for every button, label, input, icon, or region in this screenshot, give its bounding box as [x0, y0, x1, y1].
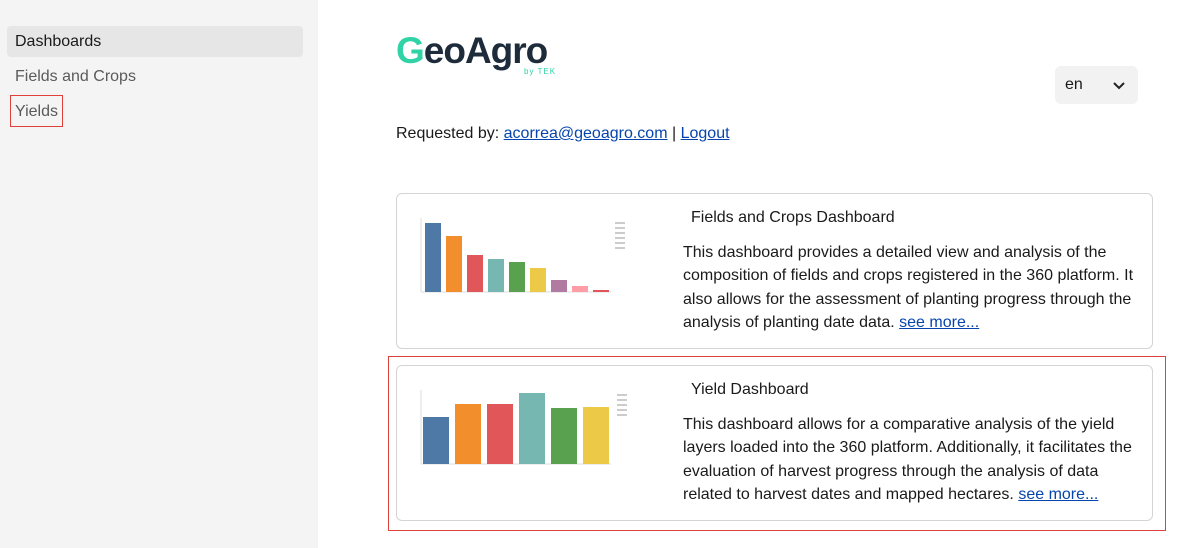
logo-subtitle: by TEK	[524, 67, 557, 76]
description-text: This dashboard allows for a comparative …	[683, 416, 1132, 503]
language-select[interactable]: en	[1055, 66, 1138, 104]
sidebar: Dashboards Fields and Crops Yields	[0, 0, 318, 548]
highlight-box	[388, 356, 1166, 531]
thumbnail	[420, 218, 625, 293]
card-description: This dashboard allows for a comparative …	[683, 413, 1143, 506]
requested-by: Requested by: acorrea@geoagro.com | Logo…	[396, 125, 730, 143]
requested-label: Requested by:	[396, 125, 500, 142]
see-more-link[interactable]: see more...	[899, 313, 980, 331]
email-link[interactable]: acorrea@geoagro.com	[503, 125, 668, 142]
dashboard-card[interactable]: Yield Dashboard This dashboard allows fo…	[396, 365, 1153, 521]
card-title: Yield Dashboard	[691, 381, 809, 398]
logout-link[interactable]: Logout	[680, 125, 730, 142]
see-more-link[interactable]: see more...	[1018, 485, 1099, 503]
separator: |	[671, 125, 677, 142]
logo: GeoAgro	[396, 30, 548, 71]
card-description: This dashboard provides a detailed view …	[683, 241, 1143, 334]
chevron-icon	[1113, 82, 1125, 90]
nav-item[interactable]: Yields	[15, 103, 58, 120]
language-value: en	[1065, 76, 1083, 93]
highlight-box	[10, 95, 63, 127]
card-title: Fields and Crops Dashboard	[691, 209, 895, 226]
nav-item[interactable]: Dashboards	[7, 26, 303, 57]
thumbnail	[420, 390, 627, 465]
dashboard-card[interactable]: Fields and Crops Dashboard This dashboar…	[396, 193, 1153, 349]
nav-item[interactable]: Fields and Crops	[15, 68, 136, 85]
description-text: This dashboard provides a detailed view …	[683, 244, 1134, 331]
